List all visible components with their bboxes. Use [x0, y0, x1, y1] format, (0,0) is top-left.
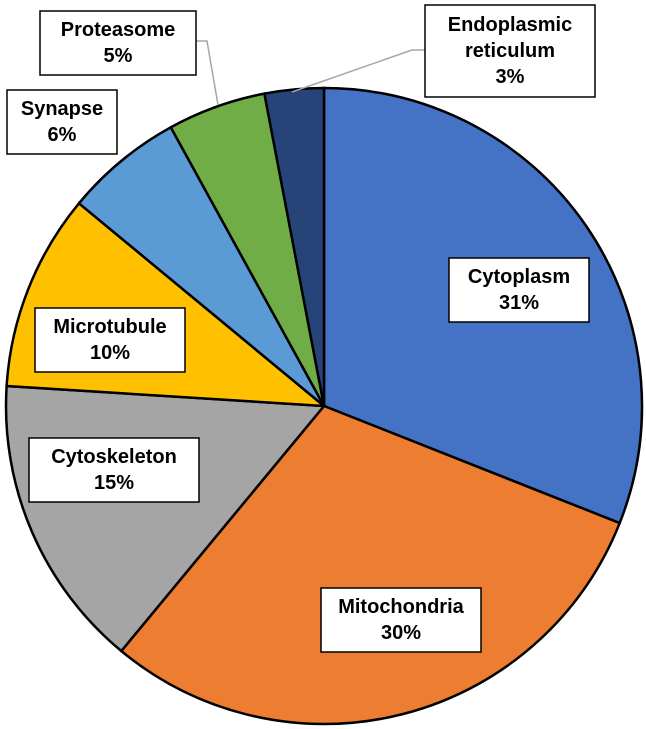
data-label-name: Cytoskeleton — [51, 446, 177, 468]
data-label-box — [28, 437, 200, 503]
leader-line-endoplasmic-reticulum — [291, 49, 425, 93]
data-label-value: 5% — [104, 45, 133, 67]
pie-slice-endoplasmic-reticulum — [262, 86, 326, 407]
data-label-name: Mitochondria — [338, 596, 464, 618]
data-label-name: Endoplasmic — [448, 14, 572, 36]
data-label-box — [39, 10, 197, 76]
data-label-value: 15% — [94, 472, 134, 494]
data-label-value: 30% — [381, 622, 421, 644]
data-label-box — [448, 257, 590, 323]
data-label-box — [424, 4, 596, 98]
data-label-name: Proteasome — [61, 19, 176, 41]
data-label-endoplasmic-reticulum: Endoplasmic reticulum 3% — [424, 4, 596, 98]
data-label-name: Synapse — [21, 98, 103, 120]
data-label-name: Microtubule — [53, 316, 166, 338]
data-label-proteasome: Proteasome 5% — [39, 10, 197, 76]
data-label-box — [34, 307, 186, 373]
pie-slice-mitochondria — [119, 404, 622, 726]
data-label-synapse: Synapse 6% — [6, 89, 118, 155]
data-label-name: reticulum — [465, 40, 555, 62]
data-label-value: 6% — [48, 124, 77, 146]
data-label-value: 31% — [499, 292, 539, 314]
data-label-mitochondria: Mitochondria 30% — [320, 587, 482, 653]
data-label-cytoskeleton: Cytoskeleton 15% — [28, 437, 200, 503]
data-label-value: 3% — [496, 66, 525, 88]
data-label-microtubule: Microtubule 10% — [34, 307, 186, 373]
data-label-box — [6, 89, 118, 155]
data-label-name: Cytoplasm — [468, 266, 570, 288]
data-label-value: 10% — [90, 342, 130, 364]
leader-lines — [196, 40, 425, 106]
data-labels: Cytoplasm 31% Mitochondria 30% Cytoskeleton 1… — [6, 4, 596, 653]
leader-line-proteasome — [196, 40, 219, 106]
pie-slice-synapse — [77, 125, 326, 407]
data-label-box — [320, 587, 482, 653]
data-label-cytoplasm: Cytoplasm 31% — [448, 257, 590, 323]
